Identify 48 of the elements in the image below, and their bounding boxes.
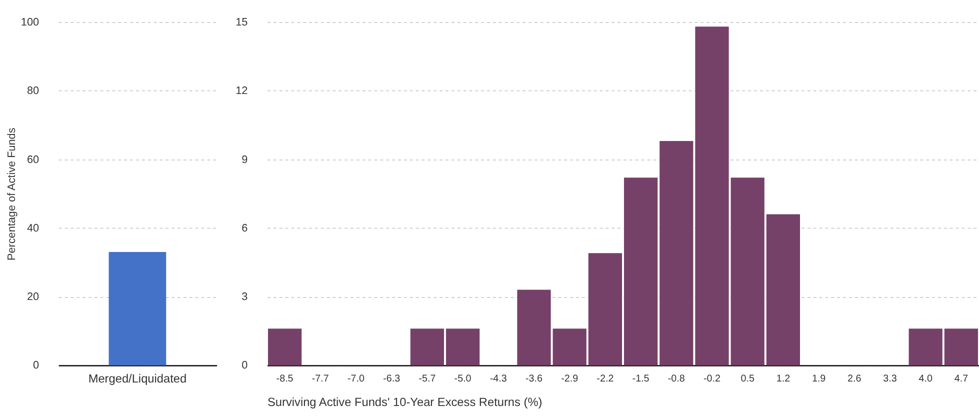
bar [660,141,694,366]
x-tick-label: -2.9 [561,374,579,385]
x-tick-label: 1.2 [776,374,790,385]
bar [624,178,658,366]
bar [268,328,302,366]
x-tick-label: -2.2 [596,374,614,385]
y-tick-label: 0 [242,360,248,372]
x-tick-label: 2.6 [848,374,862,385]
bar [410,328,444,366]
x-tick-label: 4.0 [918,374,933,385]
y-tick-label: 6 [242,222,248,234]
x-tick-label: 4.7 [954,374,968,385]
x-tick-label: -7.7 [312,374,329,385]
x-tick-label: 1.9 [812,374,826,385]
bar [517,290,551,366]
x-tick-label: -5.7 [418,374,436,385]
x-tick-label: -1.5 [632,374,650,385]
x-tick-label: -6.3 [383,374,401,385]
y-tick-label: 9 [242,154,248,166]
y-tick-label: 0 [33,360,40,372]
bar [944,328,978,366]
x-tick-label: -0.2 [703,374,721,385]
x-tick-label: -0.8 [668,374,686,385]
x-tick-label: -3.6 [525,374,544,385]
x-tick-label: -8.5 [276,374,294,385]
y-axis-title: Percentage of Active Funds [6,127,18,261]
x-tick-label: 0.5 [740,374,755,385]
bar [588,253,622,366]
bar [552,328,586,366]
y-tick-label: 40 [26,222,40,234]
x-tick-label: -7.0 [347,374,366,385]
bar [766,214,800,366]
x-tick-label: Merged/Liquidated [88,372,187,386]
bar [908,328,942,366]
x-tick-label: -5.0 [454,374,472,385]
y-tick-label: 100 [20,16,40,29]
y-tick-label: 12 [236,85,248,98]
y-tick-label: 15 [236,16,248,29]
x-tick-label: 3.3 [883,374,898,385]
y-tick-label: 3 [242,291,248,304]
x-axis-title: Surviving Active Funds' 10-Year Excess Returns (%) [267,395,542,410]
bar [695,26,729,366]
bar [730,178,764,366]
y-tick-label: 60 [26,154,40,166]
bar [446,328,480,366]
x-tick-label: -4.3 [490,374,508,385]
y-tick-label: 80 [26,85,40,98]
y-tick-label: 20 [26,291,40,304]
